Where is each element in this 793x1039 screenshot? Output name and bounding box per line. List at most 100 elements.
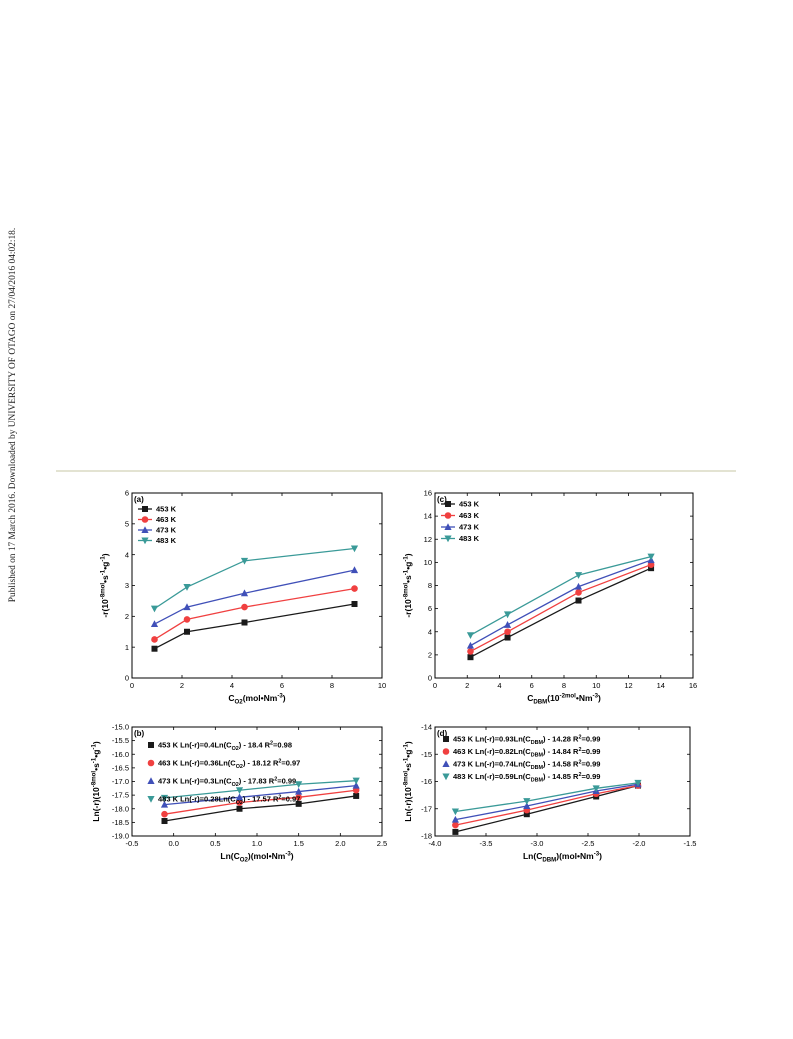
- data-point: [451, 808, 459, 816]
- data-point: [451, 815, 459, 823]
- data-point: [184, 628, 190, 635]
- y-tick-label: -17.5: [112, 791, 129, 800]
- y-tick-label: -15.5: [112, 736, 129, 745]
- data-point: [183, 616, 191, 623]
- data-point: [504, 628, 511, 636]
- series-line: [470, 559, 652, 647]
- legend-label: 473 K: [156, 526, 177, 535]
- legend-label: 463 K: [156, 515, 177, 524]
- chart-panel-d: -4.0 -3.5 -3.0 -2.5 -2.0 -1.5 -18 -17 -16 -15 -14 L…: [403, 723, 697, 864]
- legend-entry: 453 K: [441, 500, 480, 509]
- legend-marker: [442, 773, 450, 781]
- panel-letter: (c): [437, 495, 447, 504]
- series-line: [455, 784, 639, 833]
- y-tick-label: 10: [424, 558, 432, 567]
- y-tick-label: -18.5: [112, 818, 129, 827]
- data-point: [467, 648, 474, 655]
- legend-label: 463 K: [459, 511, 480, 520]
- x-tick-label: 0: [130, 681, 134, 690]
- data-point: [150, 605, 159, 613]
- legend-entry: 473 K Ln(-r)=0.74Ln(CDBM) - 14.58 R2=0.9…: [442, 760, 600, 771]
- series-3: [150, 566, 359, 628]
- download-notice-text: Published on 17 March 2016. Downloaded b…: [8, 227, 18, 603]
- data-point: [648, 565, 655, 572]
- legend-marker: [444, 523, 452, 530]
- series-1: [151, 601, 358, 652]
- data-point: [503, 611, 512, 619]
- legend-marker: [444, 512, 452, 519]
- series-line: [470, 567, 652, 658]
- y-tick-label: 6: [125, 489, 129, 498]
- y-tick-label: -14: [421, 723, 432, 732]
- x-tick-label: 1.0: [252, 839, 262, 848]
- y-tick-label: -17: [421, 804, 432, 813]
- x-tick-label: 2.0: [335, 839, 345, 848]
- y-tick-label: 1: [125, 643, 129, 652]
- panel-letter: (a): [134, 495, 144, 504]
- x-tick-label: 0.0: [168, 839, 178, 848]
- data-point: [151, 645, 158, 652]
- legend-marker: [443, 736, 449, 742]
- x-tick-label: 6: [530, 681, 534, 690]
- legend-label: 473 K: [459, 523, 480, 532]
- y-tick-label: -15: [421, 750, 432, 759]
- data-point: [352, 781, 360, 789]
- data-point: [295, 787, 303, 795]
- legend-label: 453 K Ln(-r)=0.93Ln(CDBM) - 14.28 R2=0.9…: [453, 735, 600, 746]
- x-tick-label: 4: [230, 681, 234, 690]
- data-point: [503, 621, 512, 628]
- x-tick-label: 16: [689, 681, 697, 690]
- x-tick-label: 6: [280, 681, 284, 690]
- data-point: [574, 582, 583, 590]
- series-1: [161, 792, 360, 825]
- series-line: [154, 569, 355, 625]
- legend-label: 483 K Ln(-r)=0.28Ln(CO2) - 17.57 R2=0.97: [158, 795, 300, 806]
- y-axis-label: -r(10-8mol•s-1•g-1): [100, 553, 110, 617]
- data-point: [523, 798, 531, 805]
- chart-panel-a: 0 2 4 6 8 10 0 1 2 3 4 5 6 CO2(mol•Nm-3) -r(10-8mol•s-…: [100, 489, 387, 706]
- legend-entry: 463 K Ln(-r)=0.82Ln(CDBM) - 14.84 R2=0.9…: [442, 747, 600, 758]
- x-tick-label: 4: [497, 681, 501, 690]
- legend-entry: 473 K: [138, 526, 177, 535]
- legend-entry: 463 K Ln(-r)=0.36Ln(CO2) - 18.12 R2=0.97: [147, 759, 300, 770]
- y-tick-label: 5: [125, 519, 129, 528]
- y-axis-label: Ln(-r)(10-8mol•s-1•g-1): [403, 741, 413, 822]
- legend-marker: [442, 760, 450, 767]
- x-tick-label: -2.0: [633, 839, 646, 848]
- legend-entry: 453 K Ln(-r)=0.93Ln(CDBM) - 14.28 R2=0.9…: [443, 735, 600, 746]
- series-4: [451, 779, 642, 816]
- data-point: [236, 805, 243, 812]
- y-tick-label: -16.5: [112, 763, 129, 772]
- y-axis-label: Ln(-r)(10-8mol•s-1•g-1): [91, 741, 101, 822]
- legend-marker: [147, 777, 155, 784]
- data-point: [295, 781, 303, 789]
- legend-label: 463 K Ln(-r)=0.36Ln(CO2) - 18.12 R2=0.97: [158, 759, 300, 770]
- data-point: [236, 799, 243, 806]
- data-point: [466, 632, 475, 640]
- panel-letter: (b): [134, 729, 145, 738]
- x-tick-label: 2: [465, 681, 469, 690]
- data-point: [150, 620, 159, 628]
- series-line: [154, 603, 355, 650]
- y-tick-label: 3: [125, 581, 129, 590]
- legend-label: 453 K: [156, 505, 177, 514]
- legend-label: 483 K: [459, 534, 480, 543]
- page-divider: [56, 470, 736, 472]
- y-tick-label: -15.0: [112, 723, 129, 732]
- data-point: [504, 634, 511, 641]
- data-point: [634, 779, 642, 787]
- x-tick-label: 2: [180, 681, 184, 690]
- x-tick-label: 0: [433, 681, 437, 690]
- x-tick-label: 8: [330, 681, 334, 690]
- x-tick-label: 0.5: [210, 839, 220, 848]
- data-point: [647, 553, 655, 561]
- x-tick-label: 14: [657, 681, 665, 690]
- x-tick-label: 8: [562, 681, 566, 690]
- x-axis-label: Ln(CO2)(mol•Nm-3): [220, 851, 293, 864]
- legend-entry: 463 K: [441, 511, 480, 520]
- legend-marker: [147, 796, 155, 803]
- data-point: [160, 794, 169, 802]
- series-4: [466, 553, 655, 640]
- series-line: [455, 783, 639, 821]
- data-point: [353, 792, 360, 799]
